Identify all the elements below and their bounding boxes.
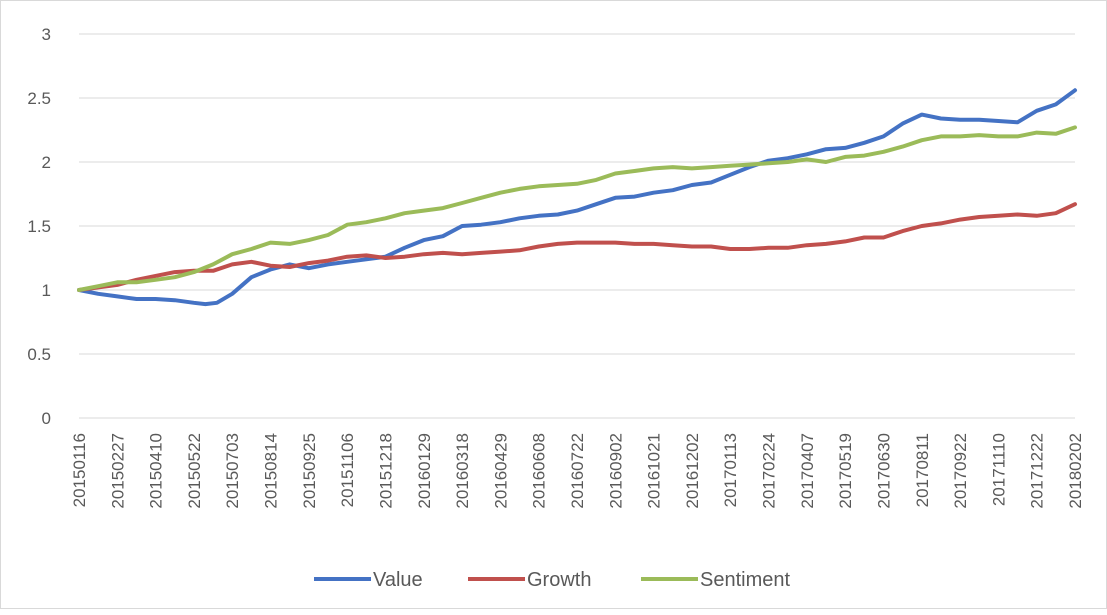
x-tick-label: 20180202: [1066, 433, 1085, 509]
y-tick-label: 2.5: [27, 89, 51, 108]
x-tick-label: 20170811: [913, 433, 932, 507]
legend-label-sentiment: Sentiment: [700, 569, 790, 591]
x-tick-label: 20150116: [70, 433, 89, 507]
x-tick-label: 20170630: [874, 433, 893, 509]
y-tick-label: 0.5: [27, 345, 51, 364]
x-tick-label: 20160429: [491, 433, 510, 509]
x-tick-label: 20150522: [185, 433, 204, 509]
x-tick-label: 20170519: [836, 433, 855, 509]
series-lines: [77, 88, 1077, 307]
x-tick-label: 20160722: [568, 433, 587, 509]
y-tick-label: 0: [42, 409, 51, 428]
gridlines: [79, 33, 1075, 419]
x-tick-label: 20170224: [760, 433, 779, 509]
x-tick-label: 20150814: [262, 433, 281, 509]
x-tick-label: 20160318: [453, 433, 472, 509]
x-tick-label: 20170407: [798, 433, 817, 509]
y-tick-label: 3: [42, 25, 51, 44]
legend: Value Growth Sentiment: [314, 569, 790, 591]
x-axis-ticks: 20150116 20150227 20150410 20150522 20150703…: [70, 433, 1085, 509]
y-tick-label: 1.5: [27, 217, 51, 236]
x-tick-label: 20151218: [376, 433, 395, 509]
y-tick-label: 1: [42, 281, 51, 300]
x-tick-label: 20160608: [530, 433, 549, 509]
series-line-sentiment: [77, 125, 1077, 292]
x-tick-label: 20150925: [300, 433, 319, 509]
x-tick-label: 20171222: [1028, 433, 1047, 509]
x-tick-label: 20160902: [606, 433, 625, 509]
x-tick-label: 20161202: [683, 433, 702, 509]
x-tick-label: 20170113: [721, 433, 740, 507]
series-line-value: [77, 88, 1077, 307]
x-tick-label: 20171110: [989, 433, 1008, 506]
y-tick-label: 2: [42, 153, 51, 172]
x-tick-label: 20151106: [338, 433, 357, 507]
x-tick-label: 20161021: [645, 433, 664, 509]
series-line-growth: [77, 202, 1077, 292]
x-tick-label: 20170922: [951, 433, 970, 509]
x-tick-label: 20150410: [147, 433, 166, 509]
legend-label-value: Value: [373, 569, 423, 591]
x-tick-label: 20150227: [108, 433, 127, 509]
x-tick-label: 20160129: [415, 433, 434, 509]
y-axis-ticks: 0 0.5 1 1.5 2 2.5 3: [27, 25, 51, 428]
x-tick-label: 20150703: [223, 433, 242, 509]
legend-label-growth: Growth: [527, 569, 591, 591]
